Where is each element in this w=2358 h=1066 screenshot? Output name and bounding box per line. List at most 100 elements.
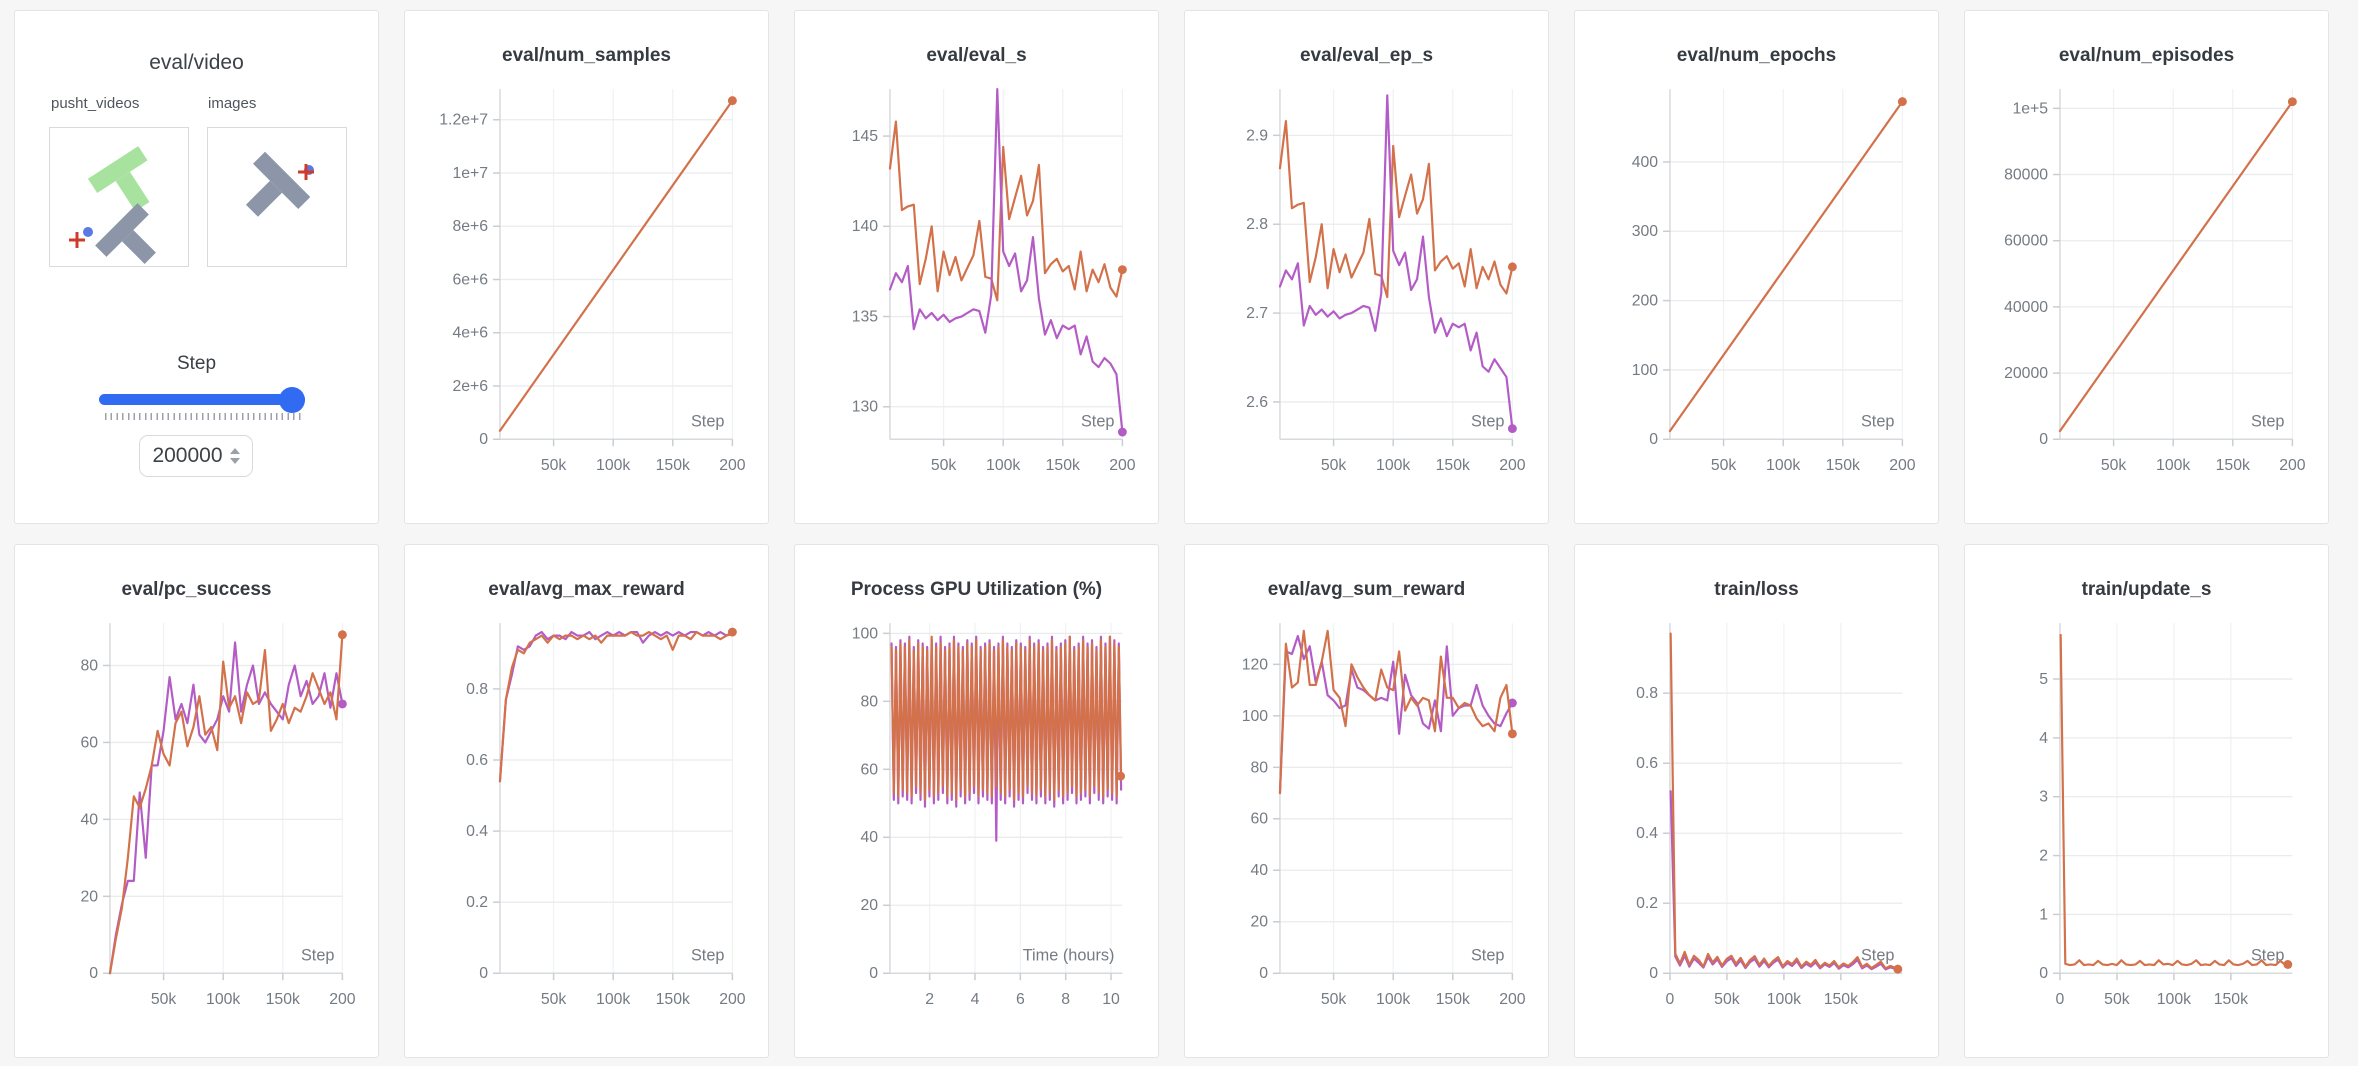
y-tick-label: 1e+5 (2012, 100, 2048, 117)
y-tick-label: 130 (852, 399, 879, 416)
x-tick-label: 200 (1499, 457, 1526, 474)
panel-eval-avg-max-reward[interactable]: eval/avg_max_reward 50k 100k 150k 200 0 0.2 0.… (404, 544, 769, 1058)
y-tick-label: 100 (852, 625, 879, 642)
panel-process-gpu-utilization[interactable]: Process GPU Utilization (%) 2 4 6 8 10 0 20 40 6… (794, 544, 1159, 1058)
x-tick-label: 150k (2214, 991, 2248, 1008)
panel-eval-avg-sum-reward[interactable]: eval/avg_sum_reward 50k 100k 150k 200 0 20 40 6… (1184, 544, 1549, 1058)
y-tick-label: 200 (1632, 293, 1659, 310)
y-tick-label: 145 (852, 128, 879, 145)
image-frame (245, 151, 314, 217)
y-tick-label: 3 (2039, 789, 2048, 806)
step-input-spinner[interactable] (229, 448, 240, 464)
x-tick-label: 50k (151, 991, 177, 1008)
chart-title: eval/eval_ep_s (1299, 45, 1434, 66)
x-axis-title: Step (1471, 412, 1505, 430)
y-tick-label: 80 (860, 693, 878, 710)
image-thumbnail-images[interactable] (207, 127, 347, 267)
x-tick-label: 150k (1436, 457, 1470, 474)
x-tick-label: 100k (2156, 457, 2190, 474)
x-tick-label: 100k (1376, 991, 1410, 1008)
panel-train-update-s[interactable]: train/update_s 0 50k 100k 150k 0 1 2 3 4 5 Step (1964, 544, 2329, 1058)
x-axis-title: Step (1861, 946, 1895, 964)
x-tick-label: 50k (541, 457, 567, 474)
y-tick-label: 2.9 (1246, 127, 1268, 144)
goal-cross (69, 232, 85, 248)
chart-title: eval/num_epochs (1676, 45, 1837, 66)
series-line-orange (1668, 100, 1904, 433)
chart-canvas: 50k 100k 150k 200 0 20 40 60 80 100 120 Step (1242, 623, 1526, 1008)
x-axis-title: Step (2251, 946, 2285, 964)
y-tick-label: 120 (1242, 656, 1269, 673)
panel-eval-pc-success[interactable]: eval/pc_success 50k 100k 150k 200 0 20 40 60 80 S… (14, 544, 379, 1058)
x-axis-title: Time (hours) (1023, 946, 1115, 964)
y-tick-label: 0 (1649, 431, 1658, 448)
x-tick-label: 100k (206, 991, 240, 1008)
series-end-dot-orange (1893, 964, 1903, 974)
spinner-down-icon[interactable] (229, 458, 240, 464)
gray-t-block (95, 203, 156, 264)
series-end-dot-orange (1117, 265, 1127, 275)
panel-eval-num-samples[interactable]: eval/num_samples 50k 100k 150k 200 0 2e+6 4e+6… (404, 10, 769, 524)
y-tick-label: 0.8 (1636, 685, 1658, 702)
series-end-dot-orange (2283, 960, 2293, 969)
step-input-value[interactable]: 200000 (152, 444, 223, 467)
chart-canvas: 0 50k 100k 150k 0 1 2 3 4 5 Step (2039, 623, 2293, 1008)
y-tick-label: 5 (2039, 671, 2048, 688)
y-tick-label: 0.6 (466, 752, 488, 769)
x-tick-label: 50k (2104, 991, 2130, 1008)
spinner-up-icon[interactable] (229, 448, 240, 454)
step-slider-label: Step (176, 353, 217, 374)
y-tick-label: 20 (80, 888, 98, 905)
step-slider[interactable] (99, 387, 305, 425)
chart-canvas: 50k 100k 150k 200 0 20 40 60 80 Step (80, 623, 356, 1008)
y-tick-label: 0 (1649, 965, 1658, 982)
series-end-dot-purple (337, 699, 347, 709)
slider-ruler-ticks (105, 413, 301, 420)
chart-canvas: 50k 100k 150k 200 0 20000 40000 60000 80000 1e+5 S… (2004, 89, 2306, 474)
x-tick-label: 150k (1826, 457, 1860, 474)
y-tick-label: 40 (860, 829, 878, 846)
panel-eval-num-epochs[interactable]: eval/num_epochs 50k 100k 150k 200 0 100 200 300… (1574, 10, 1939, 524)
chart-title: eval/avg_sum_reward (1267, 579, 1466, 600)
goal-cross (298, 164, 314, 180)
series-end-dot-purple (1507, 424, 1517, 434)
slider-track[interactable] (99, 394, 305, 405)
panel-eval-video[interactable]: eval/video pusht_videos images (14, 10, 379, 524)
series-line-orange (498, 630, 734, 783)
x-tick-label: 100k (596, 457, 630, 474)
chart-title: eval/num_samples (502, 45, 671, 66)
series-end-dot-orange (2287, 97, 2297, 107)
y-tick-label: 0 (2039, 965, 2048, 982)
y-tick-label: 4 (2039, 730, 2048, 747)
x-tick-label: 4 (971, 991, 980, 1008)
series-end-dot-orange (1507, 262, 1517, 272)
series-line-orange (1278, 629, 1514, 795)
y-tick-label: 40 (1250, 862, 1268, 879)
y-tick-label: 0.2 (466, 894, 488, 911)
chart-canvas: 50k 100k 150k 200 0 100 200 300 400 Step (1632, 89, 1916, 474)
series-line-orange (108, 633, 344, 975)
y-tick-label: 2 (2039, 848, 2048, 865)
x-tick-label: 150k (1824, 991, 1858, 1008)
series-line-purple (108, 641, 344, 975)
y-tick-label: 0 (1259, 965, 1268, 982)
panel-eval-eval-s[interactable]: eval/eval_s 50k 100k 150k 200 130 135 140 145 St… (794, 10, 1159, 524)
media-label-pusht-videos: pusht_videos (51, 95, 140, 112)
panel-eval-eval-ep-s[interactable]: eval/eval_ep_s 50k 100k 150k 200 2.6 2.7 2.8 2.… (1184, 10, 1549, 524)
gray-t-block (245, 151, 311, 217)
x-axis-title: Step (691, 946, 725, 964)
y-tick-label: 60 (80, 734, 98, 751)
video-thumbnail-pusht-videos[interactable] (49, 127, 189, 267)
chart-canvas: 50k 100k 150k 200 0 0.2 0.4 0.6 0.8 Step (466, 623, 746, 1008)
x-tick-label: 50k (2101, 457, 2127, 474)
y-tick-label: 135 (852, 308, 879, 325)
panel-train-loss[interactable]: train/loss 0 50k 100k 150k 0 0.2 0.4 0.6 0.8 Step (1574, 544, 1939, 1058)
slider-thumb[interactable] (279, 387, 305, 413)
panel-eval-num-episodes[interactable]: eval/num_episodes 50k 100k 150k 200 0 20000 40… (1964, 10, 2329, 524)
x-tick-label: 150k (1436, 991, 1470, 1008)
x-tick-label: 100k (1767, 991, 1801, 1008)
step-input[interactable]: 200000 (139, 435, 253, 477)
y-tick-label: 80000 (2004, 166, 2048, 183)
